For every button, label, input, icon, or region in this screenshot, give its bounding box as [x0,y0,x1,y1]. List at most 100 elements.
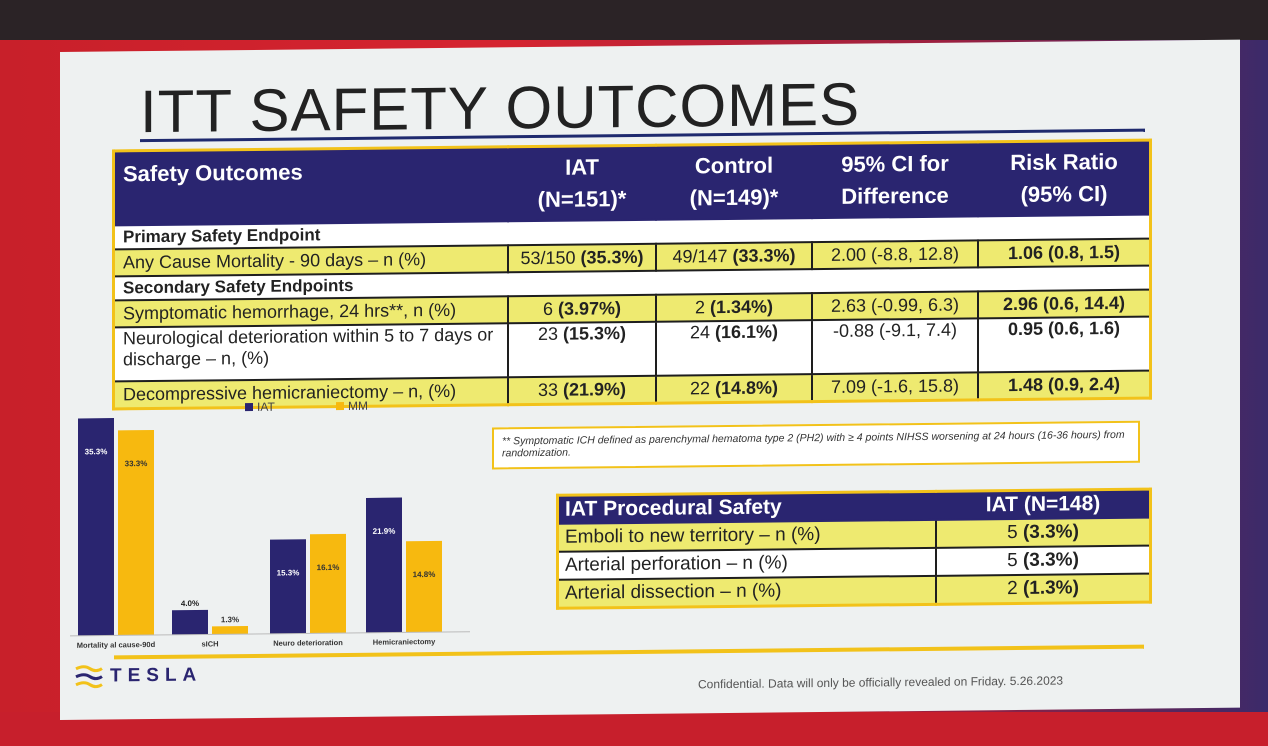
count: 2 [1007,577,1018,600]
legend-label: IAT [257,399,275,414]
category-label: Hemicraniectomy [373,637,436,647]
legend-swatch [336,402,344,411]
percent: (3.3%) [1022,521,1079,543]
row-label: Arterial perforation – n (%) [557,547,936,580]
bar-iat [270,539,306,634]
table-row: Arterial dissection – n (%) 2 (1.3%) [557,573,1151,609]
chart-svg: 35.3% 33.3% Mortality al cause-90d 4.0% 1.3%… [70,418,470,650]
header-label: Safety Outcomes [123,159,303,187]
control-percent: (16.1%) [715,321,779,343]
legend-item-iat: IAT [245,400,275,414]
header-iat: IAT (N=151)* [508,145,656,222]
legend-item-mm: MM [336,399,368,413]
bar-mm [310,533,346,634]
risk-ratio-cell: 0.95 (0.6, 1.6) [978,316,1151,373]
header-sublabel: Difference [841,182,949,209]
control-percent: (14.8%) [715,377,779,399]
row-label: Emboli to new territory – n (%) [557,519,936,552]
iat-percent: (15.3%) [563,323,627,344]
safety-outcomes-table: Safety Outcomes IAT (N=151)* Control (N=… [112,138,1152,411]
control-cell: 49/147 (33.3%) [656,242,812,271]
header-control: Control (N=149)* [656,143,812,220]
footnote-box: ** Symptomatic ICH defined as parenchyma… [492,420,1140,470]
ci-cell: 2.63 (-0.99, 6.3) [812,291,978,321]
header-sublabel: (95% CI) [1020,181,1108,207]
row-label: Neurological deterioration within 5 to 7… [113,323,508,382]
data-label: 33.3% [125,459,148,468]
risk-ratio-cell: 2.96 (0.6, 14.4) [978,289,1151,319]
bar-iat [172,609,208,635]
control-cell: 22 (14.8%) [656,374,812,404]
data-label: 16.1% [317,563,340,572]
legend-swatch [245,402,253,412]
risk-ratio-cell: 1.06 (0.8, 1.5) [978,238,1151,268]
row-label: Any Cause Mortality - 90 days – n (%) [113,245,508,277]
tesla-logo-icon [75,665,103,689]
bar-mm [118,429,154,636]
category-label: Mortality al cause-90d [77,640,156,650]
count: 5 [1007,521,1018,544]
bar-mm [212,626,248,635]
control-count: 24 [689,322,710,343]
iat-cell: 53/150 (35.3%) [508,243,656,273]
header-sublabel: (N=149)* [689,184,779,211]
data-label: 1.3% [221,615,239,624]
tesla-logo: TESLA [74,663,202,690]
legend-label: MM [348,398,368,413]
control-percent: (33.3%) [732,245,796,266]
data-label: 14.8% [413,570,436,579]
header-ci: 95% CI for Difference [812,141,978,219]
bar-mm [406,540,442,633]
control-count: 22 [689,378,710,399]
slide: ITT SAFETY OUTCOMES Safety Outcomes IAT … [60,39,1240,720]
iat-cell: 23 (15.3%) [508,321,656,378]
header-label: Control [694,152,774,179]
iat-count: 6 [542,298,553,319]
confidential-footer: Confidential. Data will only be official… [698,673,1064,692]
header-safety-outcomes: Safety Outcomes [113,146,508,226]
control-percent: (1.34%) [710,296,774,318]
iat-cell: 33 (21.9%) [508,375,656,405]
outcomes-bar-chart: IAT MM 35.3% 33.3% Mortality al cause-90d 4… [60,398,480,662]
header-label: IAT [565,154,599,180]
iat-count: 53/150 [520,247,576,269]
percent: (1.3%) [1022,577,1079,599]
x-axis-line [70,631,470,637]
control-count: 49/147 [672,246,728,267]
header-label: Risk Ratio [1010,148,1118,176]
header-label: 95% CI for [841,150,949,177]
data-label: 15.3% [277,568,300,577]
procedural-safety-table: IAT Procedural Safety IAT (N=148) Emboli… [556,487,1152,610]
control-cell: 2 (1.34%) [656,293,812,322]
row-label: Symptomatic hemorrhage, 24 hrs**, n (%) [113,296,508,328]
iat-percent: (35.3%) [580,246,644,268]
iat-count: 33 [537,379,558,400]
value-cell: 5 (3.3%) [936,545,1151,576]
percent: (3.3%) [1022,549,1079,571]
data-label: 21.9% [373,527,396,536]
header-sublabel: (N=151)* [537,186,627,212]
iat-percent: (21.9%) [563,379,627,400]
value-cell: 5 (3.3%) [936,517,1151,548]
iat-cell: 6 (3.97%) [508,294,656,324]
category-label: Neuro deterioration [273,638,343,648]
data-label: 4.0% [181,599,199,608]
value-cell: 2 (1.3%) [936,573,1151,605]
row-label: Arterial dissection – n (%) [557,575,936,609]
procedural-header-value: IAT (N=148) [936,489,1151,520]
table-header-row: Safety Outcomes IAT (N=151)* Control (N=… [113,140,1151,226]
procedural-header-label: IAT Procedural Safety [557,491,936,524]
ci-cell: -0.88 (-9.1, 7.4) [812,318,978,375]
bar-iat [366,497,402,633]
ci-cell: 2.00 (-8.8, 12.8) [812,240,978,270]
risk-ratio-cell: 1.48 (0.9, 2.4) [978,370,1151,400]
iat-count: 23 [537,323,558,344]
bar-iat [78,418,114,636]
control-count: 2 [694,297,705,318]
count: 5 [1007,549,1018,572]
iat-percent: (3.97%) [558,298,622,319]
category-label: sICH [201,639,218,648]
data-label: 35.3% [85,447,108,456]
logo-text: TESLA [110,664,203,687]
control-cell: 24 (16.1%) [656,320,812,376]
